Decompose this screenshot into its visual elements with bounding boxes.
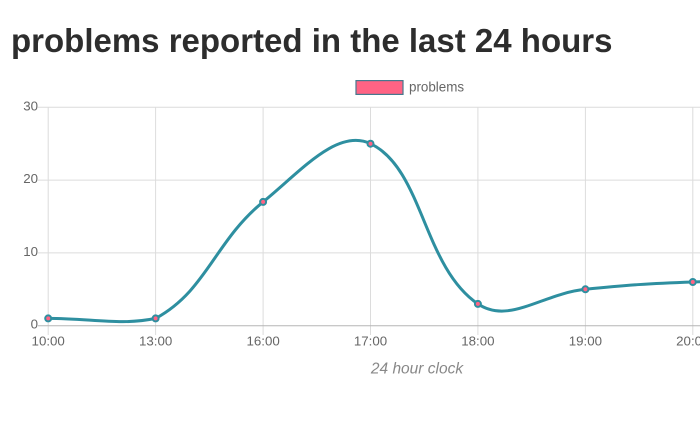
svg-text:30: 30 — [23, 98, 38, 113]
svg-text:19:00: 19:00 — [569, 334, 602, 349]
svg-text:16:00: 16:00 — [246, 334, 279, 349]
svg-text:10: 10 — [23, 244, 38, 259]
svg-text:20:00: 20:00 — [676, 334, 700, 349]
svg-text:17:00: 17:00 — [354, 334, 387, 349]
svg-text:0: 0 — [31, 317, 38, 332]
svg-text:24 hour clock: 24 hour clock — [370, 361, 464, 378]
svg-text:10:00: 10:00 — [32, 334, 65, 349]
svg-text:13:00: 13:00 — [139, 334, 172, 349]
svg-text:18:00: 18:00 — [461, 334, 494, 349]
svg-text:problems: problems — [409, 79, 464, 94]
svg-text:20: 20 — [23, 171, 38, 186]
